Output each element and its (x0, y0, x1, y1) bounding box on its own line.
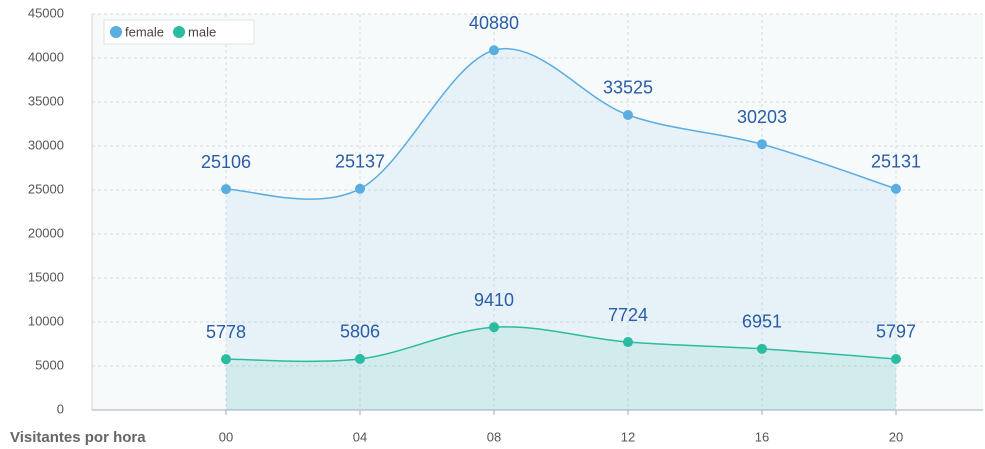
point (355, 353, 365, 364)
data-label: 25131 (871, 152, 921, 172)
y-tick-label: 45000 (28, 5, 64, 20)
x-tick-label: 00 (219, 429, 233, 444)
point (489, 322, 499, 333)
area (226, 48, 896, 411)
data-label: 9410 (474, 290, 514, 310)
y-tick-label: 25000 (28, 181, 64, 196)
x-axis-label: Visitantes por hora (10, 429, 146, 446)
data-label: 33525 (603, 78, 653, 98)
point (757, 139, 767, 150)
y-tick-label: 30000 (28, 137, 64, 152)
y-tick-label: 10000 (28, 313, 64, 328)
x-tick-label: 12 (621, 429, 635, 444)
point (757, 343, 767, 354)
plot-background (92, 14, 983, 410)
y-tick-label: 5000 (35, 357, 64, 372)
legend-label: male (188, 24, 216, 39)
y-tick-label: 15000 (28, 269, 64, 284)
point (891, 183, 901, 194)
y-tick-label: 20000 (28, 225, 64, 240)
point (489, 45, 499, 56)
data-label: 7724 (608, 305, 648, 325)
x-tick-label: 04 (353, 429, 367, 444)
legend: female male (103, 19, 255, 45)
point (623, 109, 633, 120)
data-label: 6951 (742, 312, 782, 332)
data-label: 25106 (201, 152, 251, 172)
data-label: 5778 (206, 322, 246, 342)
legend-swatch (110, 26, 122, 38)
data-label: 5806 (340, 322, 380, 342)
data-label: 5797 (876, 322, 916, 342)
x-tick-label: 20 (889, 429, 903, 444)
y-tick-label: 0 (57, 401, 64, 416)
line (225, 47, 897, 200)
point (891, 353, 901, 364)
x-tick-label: 16 (755, 429, 769, 444)
point (221, 354, 231, 365)
legend-swatch (173, 26, 186, 38)
point (355, 183, 365, 194)
line (225, 326, 897, 363)
point (623, 337, 633, 348)
legend-label: female (125, 24, 164, 39)
y-tick-label: 40000 (28, 49, 64, 64)
data-label: 30203 (737, 107, 787, 127)
y-tick-label: 35000 (28, 93, 64, 108)
data-label: 25137 (335, 152, 385, 172)
data-label: 40880 (469, 13, 519, 33)
point (221, 184, 231, 195)
x-tick-label: 08 (487, 429, 501, 444)
